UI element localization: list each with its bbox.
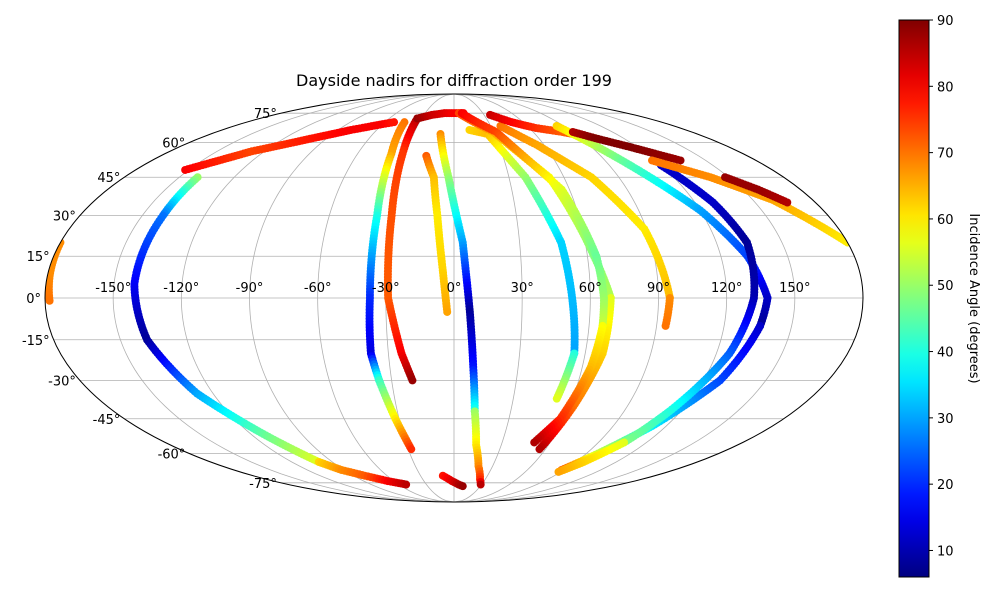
colorbar-tick-label: 40: [937, 346, 954, 361]
colorbar-tick-label: 50: [937, 279, 954, 294]
nadir-point: [390, 118, 399, 127]
x-tick-label: -120°: [163, 281, 199, 296]
data-points: [45, 109, 852, 491]
x-tick-label: 120°: [711, 281, 742, 296]
nadir-point: [45, 296, 54, 305]
x-tick-label: -150°: [95, 281, 131, 296]
x-tick-label: -90°: [236, 281, 264, 296]
colorbar-tick-label: 20: [937, 478, 954, 493]
nadir-point: [554, 467, 563, 476]
nadir-point: [458, 482, 467, 491]
nadir-point: [402, 480, 411, 489]
y-tick-label: -60°: [158, 448, 186, 463]
colorbar-label: Incidence Angle (degrees): [966, 213, 981, 383]
x-tick-label: 90°: [647, 281, 670, 296]
y-tick-label: 0°: [26, 292, 41, 307]
x-tick-label: 60°: [579, 281, 602, 296]
map-outline: [44, 93, 864, 503]
nadir-point: [443, 307, 452, 316]
nadir-point: [552, 394, 561, 403]
x-tick-label: 150°: [779, 281, 810, 296]
colorbar-tick-label: 60: [937, 213, 954, 228]
colorbar-gradient: [898, 19, 930, 578]
nadir-point: [530, 438, 539, 447]
y-tick-label: 30°: [53, 210, 76, 225]
nadir-point: [535, 445, 544, 454]
map-plot-area: -150° -120° -90° -60° -30° 0° 30° 60° 90° 120° 150…: [22, 93, 864, 503]
nadir-point: [408, 376, 417, 385]
chart-title: Dayside nadirs for diffraction order 199: [296, 71, 612, 90]
y-tick-label: 15°: [27, 250, 50, 265]
x-tick-label: 30°: [511, 281, 534, 296]
y-tick-label: -30°: [48, 374, 76, 389]
y-tick-label: -15°: [22, 334, 50, 349]
y-tick-label: -45°: [93, 413, 121, 428]
nadir-point: [676, 156, 685, 165]
nadir-point: [407, 445, 416, 454]
y-tick-label: 45°: [97, 171, 120, 186]
y-tick-label: 75°: [254, 107, 277, 122]
colorbar-tick-label: 90: [937, 14, 954, 29]
colorbar-tick-label: 30: [937, 412, 954, 427]
nadir-point: [783, 198, 792, 207]
colorbar-tick-label: 70: [937, 147, 954, 162]
x-tick-label: -60°: [304, 281, 332, 296]
colorbar: 10 20 30 40 50 60 70 80 90 Incidence Angle (degre…: [898, 14, 981, 578]
colorbar-tick-label: 10: [937, 545, 954, 560]
graticule: [45, 94, 863, 502]
nadir-point: [661, 321, 670, 330]
y-tick-label: -75°: [249, 477, 277, 492]
nadir-point: [476, 480, 485, 489]
colorbar-tick-label: 80: [937, 80, 954, 95]
y-tick-label: 60°: [162, 137, 185, 152]
x-tick-label: -30°: [372, 281, 400, 296]
x-tick-label: 0°: [447, 281, 462, 296]
